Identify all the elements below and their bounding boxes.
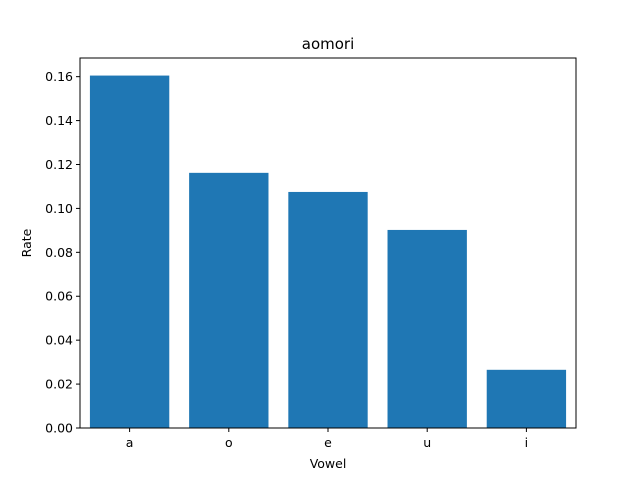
x-tick-label: o bbox=[225, 435, 233, 450]
bar-a bbox=[89, 75, 170, 428]
y-axis: 0.00 0.02 0.04 0.06 0.08 0.10 0.12 0.14 0.16 bbox=[45, 69, 80, 436]
x-tick-label: u bbox=[423, 435, 431, 450]
y-tick-label: 0.16 bbox=[45, 69, 73, 84]
bar-o bbox=[189, 172, 269, 428]
y-tick-label: 0.14 bbox=[45, 113, 73, 128]
y-tick-label: 0.06 bbox=[45, 289, 73, 304]
bar-i bbox=[486, 369, 567, 428]
y-tick-label: 0.08 bbox=[45, 245, 73, 260]
x-tick-label: e bbox=[324, 435, 332, 450]
bars-group bbox=[89, 75, 567, 428]
y-tick-label: 0.04 bbox=[45, 333, 73, 348]
y-tick-label: 0.00 bbox=[45, 421, 73, 436]
plot-frame bbox=[79, 57, 577, 429]
y-tick-label: 0.12 bbox=[45, 157, 73, 172]
x-tick-label: i bbox=[525, 435, 528, 450]
bar-e bbox=[288, 191, 368, 428]
y-tick-label: 0.10 bbox=[45, 201, 73, 216]
y-tick-label: 0.02 bbox=[45, 377, 73, 392]
chart-title: aomori bbox=[302, 35, 355, 53]
x-tick-label: a bbox=[126, 435, 134, 450]
bar-u bbox=[387, 229, 467, 428]
y-axis-label: Rate bbox=[19, 228, 34, 257]
x-axis-label: Vowel bbox=[310, 456, 347, 471]
